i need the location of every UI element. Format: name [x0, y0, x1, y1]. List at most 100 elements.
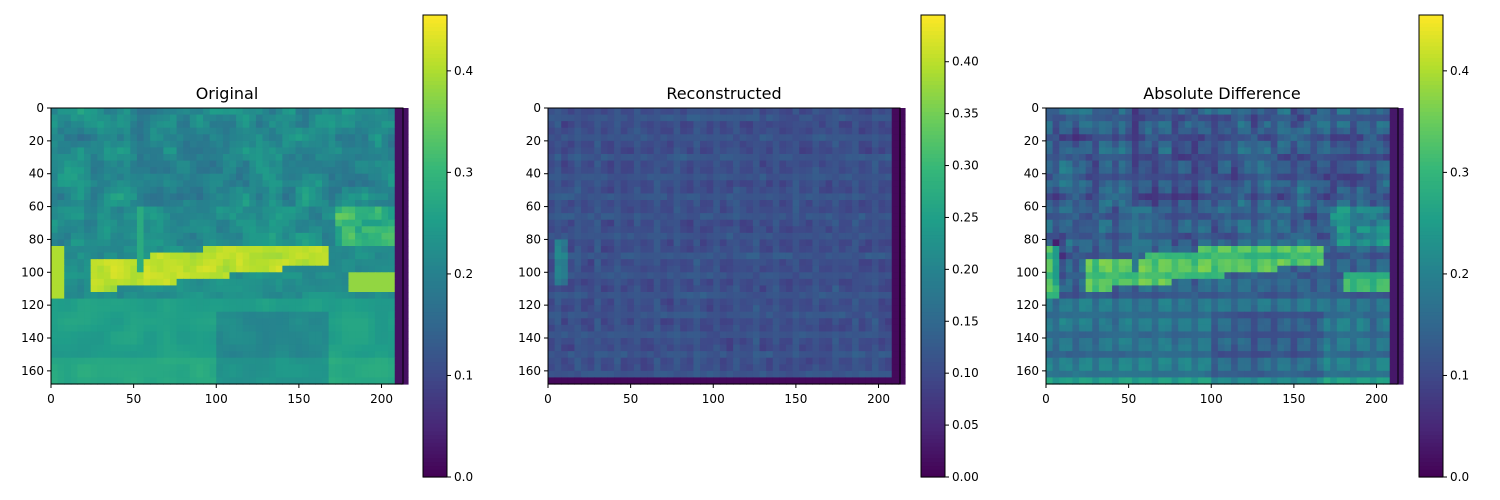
- heatmap-cell: [196, 154, 204, 162]
- heatmap-cell: [169, 219, 178, 227]
- heatmap-cell: [64, 324, 72, 333]
- heatmap-cell: [746, 259, 754, 267]
- colorbar-segment: [423, 88, 447, 93]
- heatmap-cell: [183, 292, 191, 300]
- heatmap-cell: [176, 173, 184, 181]
- heatmap-cell: [600, 200, 609, 208]
- heatmap-cell: [262, 200, 270, 208]
- heatmap-cell: [209, 331, 217, 339]
- heatmap-cell: [315, 127, 323, 135]
- heatmap-cell: [282, 272, 290, 280]
- heatmap-cell: [726, 298, 734, 306]
- heatmap-cell: [117, 206, 125, 214]
- heatmap-cell: [719, 252, 728, 260]
- heatmap-cell: [176, 305, 184, 313]
- heatmap-cell: [587, 357, 595, 365]
- heatmap-cell: [123, 377, 131, 385]
- heatmap-cell: [308, 239, 317, 247]
- heatmap-cell: [368, 246, 376, 254]
- heatmap-cell: [825, 265, 833, 273]
- heatmap-cell: [242, 305, 250, 313]
- colorbar-tick-label: 0.00: [952, 470, 979, 484]
- heatmap-cell: [117, 259, 125, 267]
- heatmap-cell: [90, 232, 98, 241]
- heatmap-cell: [64, 180, 72, 188]
- heatmap-cell: [335, 121, 343, 129]
- heatmap-cell: [752, 226, 761, 234]
- heatmap-cell: [163, 344, 171, 352]
- heatmap-cell: [388, 285, 396, 293]
- heatmap-cell: [315, 167, 323, 175]
- heatmap-cell: [130, 272, 138, 280]
- heatmap-cell: [216, 298, 224, 306]
- heatmap-cell: [779, 232, 787, 241]
- heatmap-cell: [871, 239, 880, 247]
- heatmap-cell: [673, 108, 681, 116]
- heatmap-cell: [812, 114, 820, 122]
- heatmap-cell: [209, 265, 217, 273]
- colorbar-tick-label: 0.15: [952, 314, 979, 328]
- heatmap-cell: [222, 331, 231, 339]
- heatmap-cell: [315, 318, 323, 326]
- heatmap-cell: [554, 206, 562, 214]
- heatmap-cell: [647, 298, 655, 306]
- colorbar-segment: [423, 215, 447, 220]
- heatmap-cell: [341, 206, 350, 214]
- heatmap-cell: [348, 127, 356, 135]
- heatmap-cell: [600, 364, 609, 372]
- heatmap-cell: [189, 338, 198, 346]
- heatmap-cell: [401, 252, 409, 260]
- heatmap-cell: [647, 114, 655, 122]
- heatmap-cell: [341, 324, 350, 333]
- heatmap-cell: [865, 338, 873, 346]
- heatmap-cell: [209, 232, 217, 241]
- heatmap-cell: [361, 127, 369, 135]
- heatmap-cell: [594, 232, 602, 241]
- heatmap-cell: [189, 259, 198, 267]
- heatmap-cell: [169, 370, 178, 379]
- heatmap-cell: [222, 140, 231, 149]
- heatmap-cell: [308, 377, 317, 385]
- heatmap-cell: [123, 292, 131, 300]
- heatmap-cell: [726, 219, 734, 227]
- colorbar-segment: [423, 349, 447, 355]
- heatmap-cell: [355, 318, 363, 326]
- heatmap-cell: [381, 154, 389, 162]
- colorbar-segment: [423, 323, 447, 328]
- heatmap-cell: [627, 206, 635, 214]
- heatmap-cell: [600, 108, 609, 116]
- heatmap-cell: [567, 351, 576, 359]
- heatmap-cell: [766, 285, 774, 293]
- colorbar-segment: [921, 434, 945, 440]
- heatmap-cell: [832, 193, 840, 201]
- heatmap-cell: [275, 180, 283, 188]
- heatmap-cell: [282, 226, 290, 234]
- heatmap-cell: [561, 278, 569, 287]
- heatmap-cell: [236, 344, 244, 352]
- heatmap-cell: [581, 311, 589, 319]
- heatmap-cell: [799, 213, 807, 221]
- heatmap-cell: [871, 200, 880, 208]
- heatmap-cell: [673, 160, 681, 168]
- heatmap-cell: [176, 114, 184, 122]
- heatmap-cell: [1264, 108, 1272, 116]
- heatmap-cell: [706, 344, 714, 352]
- heatmap-cell: [216, 357, 224, 365]
- heatmap-cell: [567, 370, 576, 379]
- colorbar-segment: [423, 450, 447, 455]
- heatmap-cell: [766, 292, 774, 300]
- heatmap-cell: [554, 292, 562, 300]
- heatmap-cell: [567, 232, 576, 241]
- heatmap-cell: [666, 377, 675, 385]
- heatmap-cell: [1085, 121, 1093, 129]
- heatmap-cell: [594, 193, 602, 201]
- heatmap-cell: [799, 252, 807, 260]
- colorbar-segment: [921, 457, 945, 463]
- heatmap-cell: [686, 331, 695, 339]
- colorbar-segment: [423, 426, 447, 432]
- heatmap-cell: [388, 167, 396, 175]
- heatmap-cell: [891, 259, 899, 267]
- heatmap-cell: [587, 298, 595, 306]
- heatmap-cell: [719, 324, 728, 333]
- heatmap-cell: [302, 114, 310, 122]
